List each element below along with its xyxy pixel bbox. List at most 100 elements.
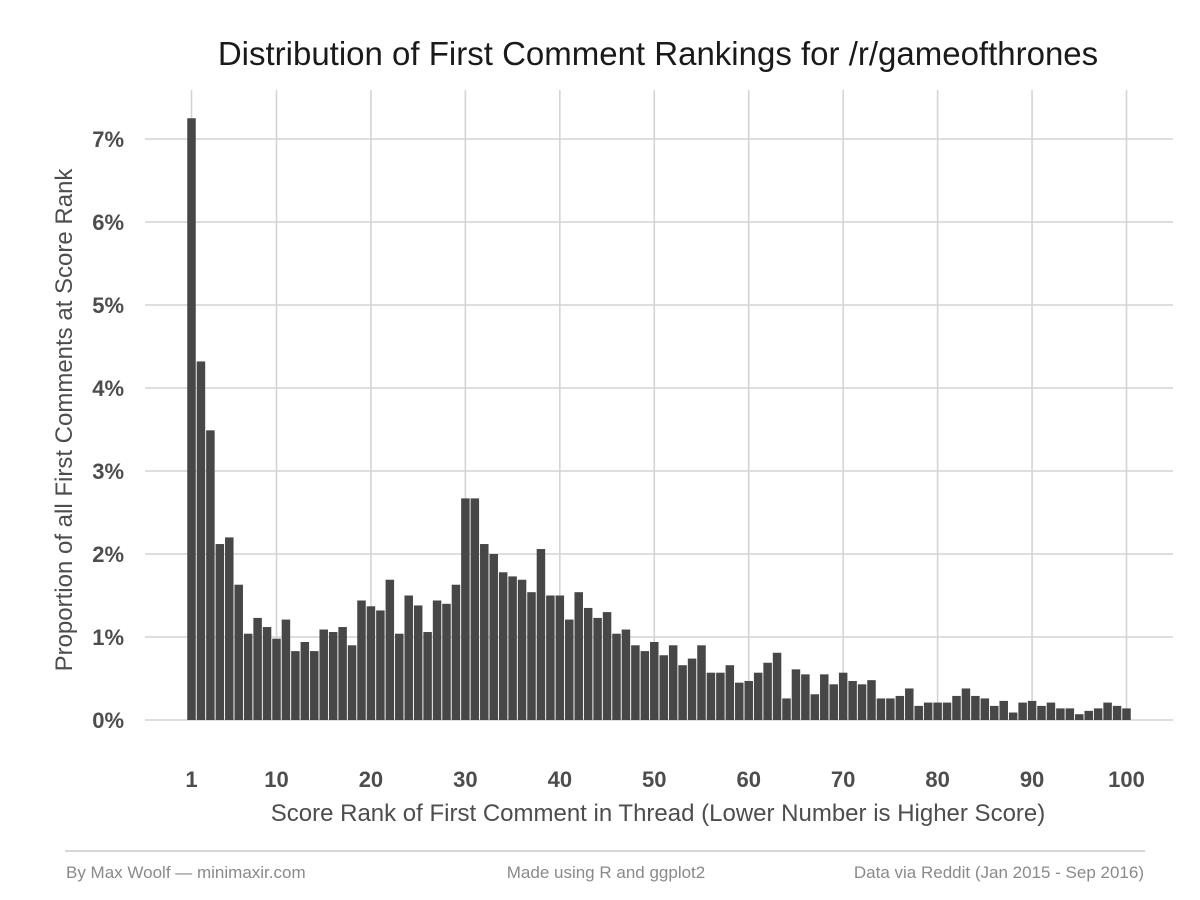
bar-rank-91 bbox=[1037, 705, 1046, 720]
bar-rank-50 bbox=[650, 641, 659, 720]
y-tick-label: 6% bbox=[92, 210, 124, 235]
bar-rank-76 bbox=[895, 695, 905, 720]
bar-rank-67 bbox=[810, 694, 820, 720]
bar-rank-29 bbox=[451, 584, 461, 720]
y-tick-labels: 0% 1% 2% 3% 4% 5% 6% 7% bbox=[92, 127, 124, 733]
bar-rank-62 bbox=[763, 662, 772, 720]
bar-rank-57 bbox=[716, 672, 725, 720]
bar-rank-15 bbox=[319, 629, 328, 720]
y-tick-label: 1% bbox=[92, 625, 124, 650]
bar-rank-95 bbox=[1075, 714, 1084, 720]
bar-rank-47 bbox=[621, 629, 631, 720]
x-axis-label: Score Rank of First Comment in Thread (L… bbox=[271, 800, 1046, 827]
bar-rank-74 bbox=[876, 698, 886, 720]
y-tick-label: 3% bbox=[92, 459, 124, 484]
bar-rank-97 bbox=[1093, 708, 1103, 720]
bar-rank-65 bbox=[791, 669, 801, 720]
bar-rank-83 bbox=[961, 688, 971, 720]
bar-rank-19 bbox=[357, 600, 366, 720]
bar-rank-1 bbox=[187, 118, 196, 720]
bar-rank-28 bbox=[442, 603, 451, 720]
bar-rank-88 bbox=[1008, 712, 1018, 720]
bar-rank-66 bbox=[801, 674, 810, 720]
bar-rank-24 bbox=[404, 595, 413, 720]
gridlines bbox=[145, 90, 1173, 721]
bar-rank-81 bbox=[942, 702, 952, 720]
bar-rank-13 bbox=[300, 641, 310, 720]
bar-rank-85 bbox=[980, 698, 990, 720]
bar-rank-78 bbox=[914, 705, 923, 720]
bar-rank-14 bbox=[310, 651, 319, 720]
x-tick-label: 100 bbox=[1108, 767, 1145, 792]
bar-rank-10 bbox=[272, 638, 281, 720]
bar-rank-38 bbox=[536, 549, 546, 720]
bar-rank-59 bbox=[735, 682, 744, 720]
bar-rank-4 bbox=[215, 544, 225, 720]
bar-rank-7 bbox=[243, 633, 253, 720]
bar-rank-70 bbox=[838, 672, 848, 720]
bar-rank-32 bbox=[480, 544, 489, 720]
bar-rank-68 bbox=[820, 674, 829, 720]
bar-rank-25 bbox=[413, 605, 423, 720]
bar-rank-12 bbox=[291, 651, 300, 720]
bar-rank-43 bbox=[583, 607, 593, 720]
bar-rank-55 bbox=[697, 645, 706, 720]
x-tick-label: 10 bbox=[264, 767, 288, 792]
bar-rank-33 bbox=[489, 554, 498, 720]
x-tick-label: 1 bbox=[185, 767, 197, 792]
bar-rank-69 bbox=[829, 684, 838, 720]
bar-rank-54 bbox=[687, 658, 697, 720]
bar-rank-39 bbox=[546, 595, 555, 720]
bar-rank-86 bbox=[990, 705, 999, 720]
bar-rank-90 bbox=[1027, 700, 1037, 720]
bar-rank-98 bbox=[1103, 702, 1112, 720]
bar-rank-22 bbox=[385, 579, 395, 720]
bar-rank-21 bbox=[376, 610, 385, 720]
bar-rank-8 bbox=[253, 617, 262, 720]
footer-tool: Made using R and ggplot2 bbox=[507, 863, 705, 882]
footer-author: By Max Woolf — minimaxir.com bbox=[66, 863, 306, 882]
bar-rank-35 bbox=[508, 576, 517, 720]
bar-rank-42 bbox=[574, 592, 583, 720]
bar-rank-11 bbox=[281, 619, 291, 720]
bar-rank-18 bbox=[347, 645, 357, 720]
bar-rank-17 bbox=[338, 627, 347, 720]
chart-title: Distribution of First Comment Rankings f… bbox=[218, 35, 1098, 72]
x-tick-labels: 1 10 20 30 40 50 60 70 80 90 100 bbox=[185, 767, 1144, 792]
bar-rank-46 bbox=[612, 633, 621, 720]
x-tick-label: 30 bbox=[453, 767, 477, 792]
bar-rank-16 bbox=[328, 632, 338, 720]
bar-rank-92 bbox=[1046, 702, 1056, 720]
bar-rank-63 bbox=[772, 652, 782, 720]
bars bbox=[187, 118, 1131, 720]
bar-rank-94 bbox=[1065, 708, 1075, 720]
bar-rank-26 bbox=[423, 632, 432, 720]
bar-rank-6 bbox=[234, 584, 243, 720]
bar-rank-41 bbox=[565, 619, 574, 720]
y-tick-label: 5% bbox=[92, 293, 124, 318]
y-tick-label: 0% bbox=[92, 708, 124, 733]
y-tick-label: 4% bbox=[92, 376, 124, 401]
bar-rank-71 bbox=[848, 680, 857, 720]
bar-rank-75 bbox=[886, 698, 895, 720]
x-tick-label: 60 bbox=[736, 767, 760, 792]
x-tick-label: 90 bbox=[1020, 767, 1044, 792]
bar-rank-5 bbox=[225, 537, 234, 720]
bar-rank-3 bbox=[206, 430, 215, 720]
bar-rank-30 bbox=[461, 498, 470, 720]
bar-rank-56 bbox=[706, 672, 716, 720]
bar-rank-100 bbox=[1122, 708, 1131, 720]
x-tick-label: 70 bbox=[831, 767, 855, 792]
bar-rank-80 bbox=[933, 702, 942, 720]
bar-rank-60 bbox=[744, 680, 753, 720]
bar-rank-9 bbox=[262, 627, 272, 720]
bar-rank-48 bbox=[631, 645, 640, 720]
x-tick-label: 20 bbox=[359, 767, 383, 792]
bar-rank-37 bbox=[527, 592, 536, 720]
bar-rank-2 bbox=[196, 361, 206, 720]
y-tick-label: 2% bbox=[92, 542, 124, 567]
bar-rank-27 bbox=[432, 600, 442, 720]
bar-rank-61 bbox=[753, 672, 763, 720]
